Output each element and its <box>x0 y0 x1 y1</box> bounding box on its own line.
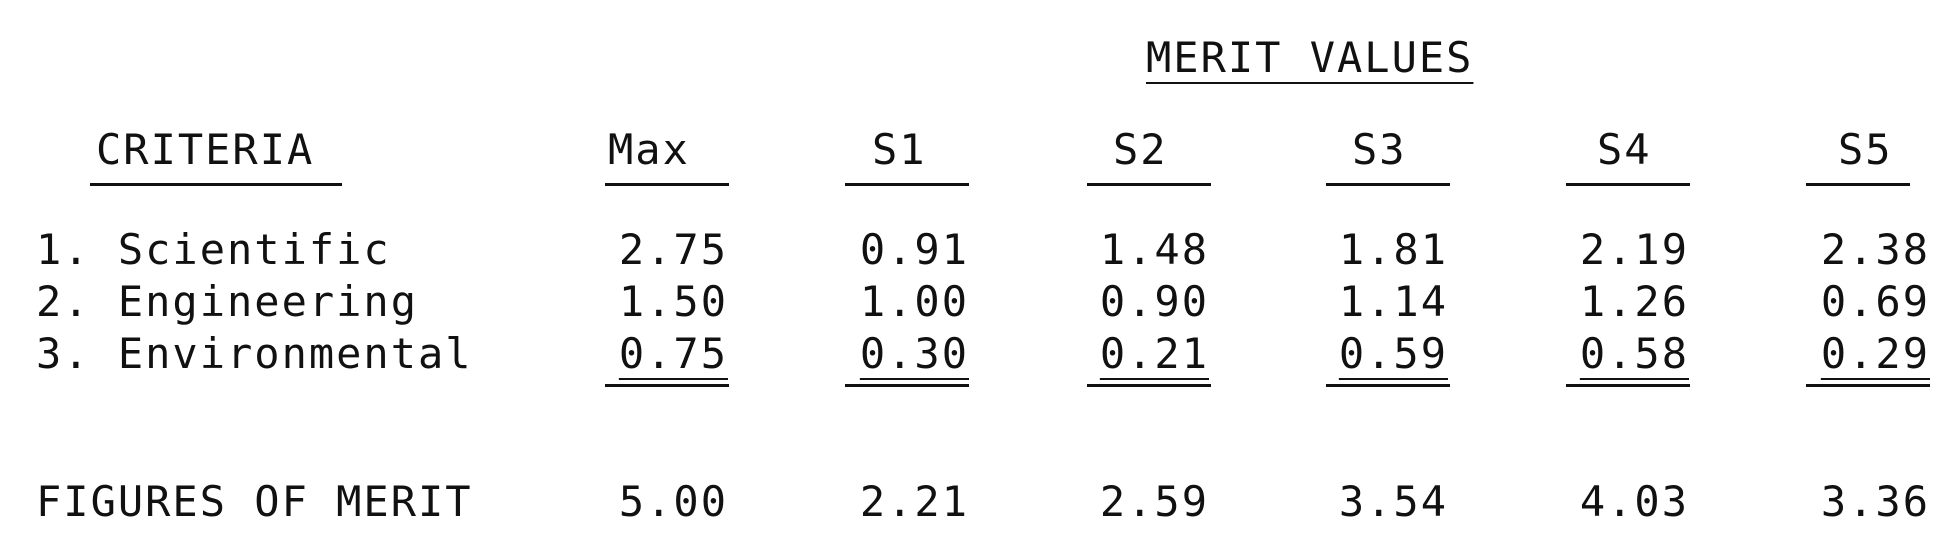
total-s4: 4.03 <box>1579 477 1689 526</box>
total-s5: 3.36 <box>1820 477 1930 526</box>
total-rule-s3 <box>1326 384 1450 387</box>
cell-environmental-s4: 0.58 <box>1579 329 1689 378</box>
cell-environmental-s5: 0.29 <box>1820 329 1930 378</box>
col-header-s5-rule <box>1806 183 1910 186</box>
col-header-s2: S2 <box>1113 125 1168 174</box>
total-rule-s5 <box>1806 384 1930 387</box>
cell-engineering-s1: 1.00 <box>859 277 969 326</box>
cell-scientific-s4: 2.19 <box>1579 225 1689 274</box>
total-rule-s2 <box>1087 384 1211 387</box>
col-header-s4-rule <box>1566 183 1690 186</box>
merit-values-heading: MERIT VALUES <box>1146 33 1474 82</box>
cell-scientific-max: 2.75 <box>618 225 728 274</box>
criteria-header: CRITERIA <box>96 125 315 174</box>
cell-engineering-max: 1.50 <box>618 277 728 326</box>
cell-engineering-s4: 1.26 <box>1579 277 1689 326</box>
row-label-environmental: 3. Environmental <box>36 329 473 378</box>
total-s3: 3.54 <box>1338 477 1448 526</box>
cell-environmental-s2: 0.21 <box>1099 329 1209 378</box>
cell-environmental-s1: 0.30 <box>859 329 969 378</box>
total-rule-max <box>605 384 729 387</box>
total-max: 5.00 <box>618 477 728 526</box>
cell-engineering-s3: 1.14 <box>1338 277 1448 326</box>
total-rule-s1 <box>845 384 969 387</box>
col-header-max-rule <box>605 183 729 186</box>
totals-label: FIGURES OF MERIT <box>36 477 473 526</box>
col-header-s3: S3 <box>1352 125 1407 174</box>
cell-scientific-s2: 1.48 <box>1099 225 1209 274</box>
cell-engineering-s2: 0.90 <box>1099 277 1209 326</box>
cell-scientific-s3: 1.81 <box>1338 225 1448 274</box>
col-header-max: Max <box>608 125 690 174</box>
cell-environmental-max: 0.75 <box>618 329 728 378</box>
criteria-header-rule <box>90 183 342 186</box>
total-s2: 2.59 <box>1099 477 1209 526</box>
row-label-scientific: 1. Scientific <box>36 225 391 274</box>
total-rule-s4 <box>1566 384 1690 387</box>
total-s1: 2.21 <box>859 477 969 526</box>
cell-scientific-s5: 2.38 <box>1820 225 1930 274</box>
col-header-s3-rule <box>1326 183 1450 186</box>
col-header-s2-rule <box>1087 183 1211 186</box>
col-header-s4: S4 <box>1597 125 1652 174</box>
cell-scientific-s1: 0.91 <box>859 225 969 274</box>
col-header-s5: S5 <box>1838 125 1893 174</box>
cell-engineering-s5: 0.69 <box>1820 277 1930 326</box>
cell-environmental-s3: 0.59 <box>1338 329 1448 378</box>
col-header-s1-rule <box>845 183 969 186</box>
row-label-engineering: 2. Engineering <box>36 277 419 326</box>
col-header-s1: S1 <box>872 125 927 174</box>
